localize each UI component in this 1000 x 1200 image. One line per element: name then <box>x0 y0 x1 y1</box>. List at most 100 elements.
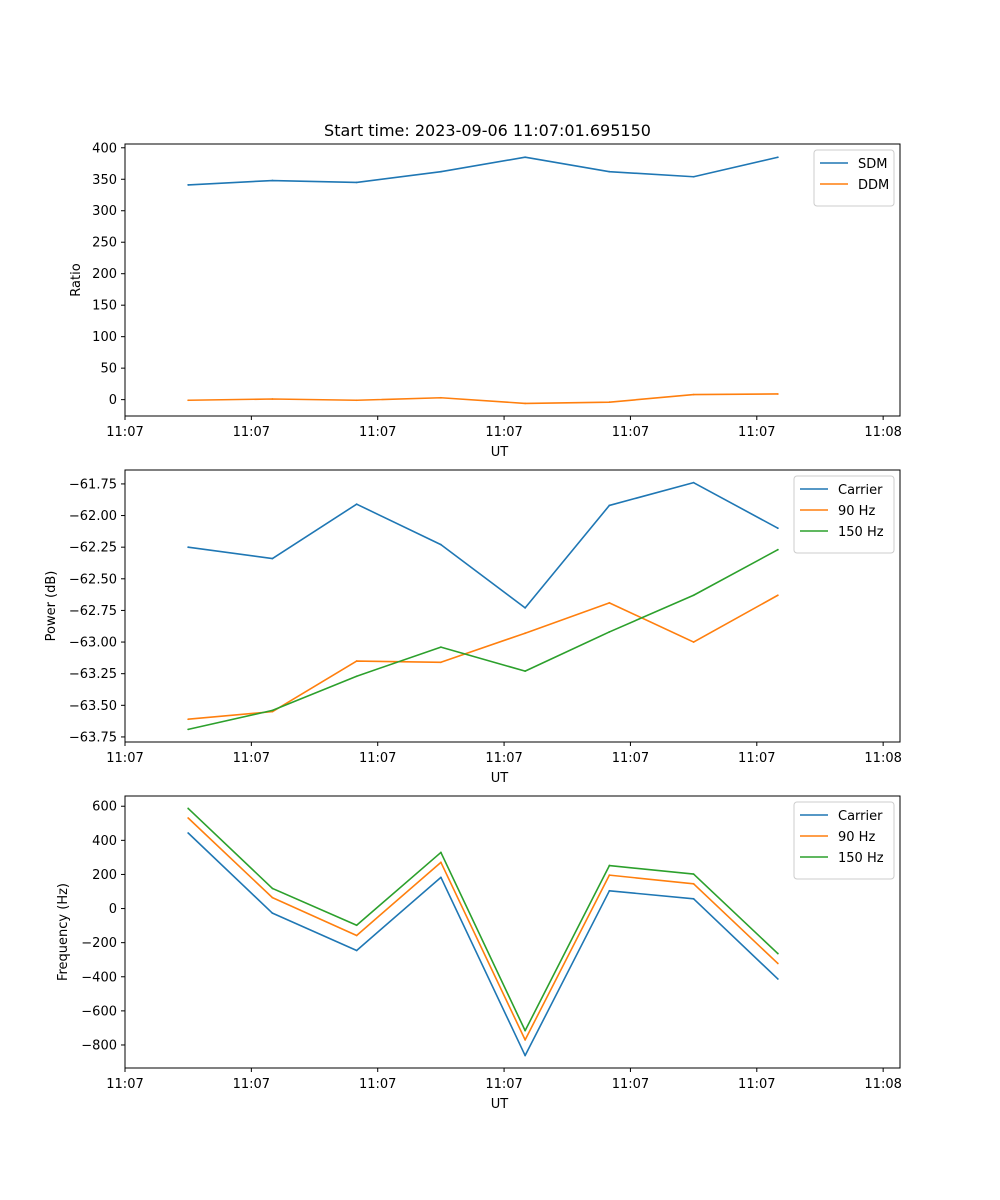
data-point <box>187 546 190 549</box>
y-tick-label: −62.00 <box>69 509 117 524</box>
y-tick-label: 200 <box>92 868 117 883</box>
data-point <box>524 1029 527 1032</box>
data-point <box>271 398 274 400</box>
data-point <box>439 396 442 399</box>
data-point <box>692 175 695 178</box>
series-line-90-hz <box>187 817 779 1041</box>
chart-panel-2: 11:07 11:07 11:07 11:07 11:07 11:07 11:08 −63.7… <box>44 469 902 786</box>
series-line-150-hz <box>188 548 779 731</box>
plot-frame <box>124 469 901 743</box>
data-point <box>608 504 611 507</box>
y-axis-label: Power (dB) <box>44 571 59 642</box>
data-point <box>776 594 779 597</box>
data-point <box>608 170 611 173</box>
data-point <box>271 709 274 712</box>
x-tick-label: 11:07 <box>485 425 522 440</box>
y-tick-label: −63.75 <box>69 730 117 745</box>
x-tick-label: 11:07 <box>106 1077 143 1092</box>
data-point <box>608 601 611 604</box>
legend-box <box>813 149 895 207</box>
y-tick-label: 600 <box>92 800 117 815</box>
data-point <box>692 594 695 597</box>
x-tick-label: 11:08 <box>864 751 901 766</box>
y-tick-label: −63.25 <box>69 667 117 682</box>
y-tick-label: −62.75 <box>69 604 117 619</box>
data-point <box>187 807 190 810</box>
y-tick-label: −63.00 <box>69 636 117 651</box>
data-point <box>187 184 190 186</box>
data-point <box>355 503 358 506</box>
data-point <box>355 660 358 662</box>
chart-title: Start time: 2023-09-06 11:07:01.695150 <box>324 121 651 140</box>
legend-label: Carrier <box>838 809 883 824</box>
data-point <box>187 817 190 819</box>
legend: Carrier 90 Hz 150 Hz <box>793 475 895 554</box>
data-point <box>524 156 527 159</box>
x-axis-label: UT <box>491 445 509 460</box>
data-point <box>271 179 274 182</box>
x-tick-label: 11:07 <box>485 751 522 766</box>
data-point <box>524 1054 527 1057</box>
data-point <box>608 864 611 867</box>
data-point <box>776 962 779 965</box>
data-point <box>187 728 190 731</box>
y-tick-label: 50 <box>100 362 117 377</box>
chart-panel-3: 11:07 11:07 11:07 11:07 11:07 11:07 11:08 −800 −… <box>56 795 902 1112</box>
y-axis-label: Frequency (Hz) <box>56 883 71 981</box>
legend-label: 90 Hz <box>838 830 875 845</box>
y-tick-label: −62.25 <box>69 541 117 556</box>
data-point <box>608 401 611 404</box>
legend-label: DDM <box>858 178 889 193</box>
y-tick-label: 0 <box>109 393 117 408</box>
x-tick-label: 11:07 <box>233 1077 270 1092</box>
legend-box <box>793 801 895 880</box>
data-point <box>271 557 274 560</box>
y-tick-label: 400 <box>92 141 117 156</box>
x-tick-label: 11:07 <box>106 751 143 766</box>
y-tick-label: 300 <box>92 204 117 219</box>
x-tick-label: 11:07 <box>612 425 649 440</box>
data-point <box>608 889 611 892</box>
x-tick-label: 11:07 <box>359 1077 396 1092</box>
data-point <box>271 887 274 890</box>
data-point <box>355 675 358 678</box>
legend-label: Carrier <box>838 483 883 498</box>
x-axis-label: UT <box>491 1097 509 1112</box>
y-tick-label: −600 <box>81 1004 117 1019</box>
data-point <box>692 481 695 484</box>
y-tick-label: 0 <box>109 902 117 917</box>
x-tick-label: 11:07 <box>233 425 270 440</box>
series-line-carrier <box>187 832 779 1057</box>
y-axis-label: Ratio <box>69 263 84 296</box>
data-point <box>776 952 779 955</box>
data-point <box>355 949 358 952</box>
series-line-ddm <box>188 393 778 405</box>
y-tick-label: 400 <box>92 834 117 849</box>
legend-label: 150 Hz <box>838 525 884 540</box>
y-tick-label: 100 <box>92 330 117 345</box>
chart-panel-1: 11:07 11:07 11:07 11:07 11:07 11:07 11:08 0 50 10… <box>69 121 902 460</box>
data-point <box>439 543 442 546</box>
data-point <box>439 851 442 854</box>
data-point <box>439 876 442 879</box>
x-tick-label: 11:08 <box>864 425 901 440</box>
data-point <box>524 402 527 405</box>
legend-label: SDM <box>858 157 887 172</box>
series-line-90-hz <box>188 594 779 721</box>
x-tick-label: 11:07 <box>233 751 270 766</box>
data-point <box>776 978 779 980</box>
x-tick-label: 11:07 <box>738 425 775 440</box>
y-tick-label: −61.75 <box>69 477 117 492</box>
data-point <box>608 874 611 877</box>
data-point <box>776 393 779 395</box>
data-point <box>439 861 442 864</box>
data-point <box>692 873 695 876</box>
x-tick-label: 11:07 <box>612 1077 649 1092</box>
x-axis-label: UT <box>491 771 509 786</box>
y-tick-label: −800 <box>81 1038 117 1053</box>
legend-box <box>793 475 895 554</box>
data-point <box>692 641 695 643</box>
y-tick-label: 150 <box>92 299 117 314</box>
x-tick-label: 11:07 <box>738 1077 775 1092</box>
